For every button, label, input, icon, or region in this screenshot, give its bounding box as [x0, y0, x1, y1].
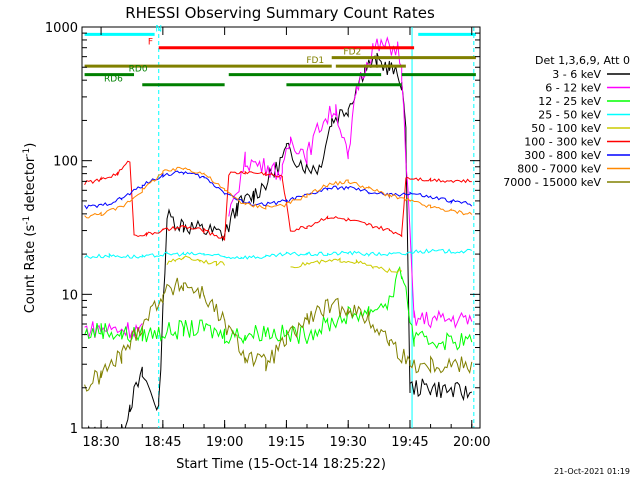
series-line-4: [84, 248, 472, 260]
y-tick-label: 1: [70, 422, 78, 437]
y-tick-label: 1000: [45, 21, 78, 36]
y-axis-label: Count Rate (s-1 detector-1): [22, 143, 38, 314]
flag-label-rd6: RD6: [104, 75, 123, 85]
footer-timestamp: 21-Oct-2021 01:19: [554, 467, 630, 476]
flag-label-rd0: RD0: [129, 65, 148, 75]
flag-label-f: F: [148, 38, 153, 48]
x-tick-label: 20:00: [453, 435, 490, 450]
series-line-6: [84, 160, 472, 241]
legend-entry-label: 100 - 300 keV: [524, 136, 601, 149]
legend-header: Det 1,3,6,9, Att 0: [535, 54, 630, 67]
series-line-3: [84, 266, 473, 351]
legend-entry-label: 7000 - 15000 keV: [503, 176, 601, 189]
x-axis-label: Start Time (15-Oct-14 18:25:22): [176, 457, 386, 472]
x-tick-label: 19:00: [206, 435, 243, 450]
series-line-8: [84, 166, 473, 219]
y-tick-label: 100: [53, 155, 78, 170]
legend-entry-label: 6 - 12 keV: [545, 82, 601, 95]
legend-entry-label: 800 - 7000 keV: [517, 163, 601, 176]
series-line-9: [84, 277, 473, 392]
series-line-2: [84, 36, 473, 339]
y-tick-label: 10: [61, 288, 78, 303]
flag-label-n: N: [155, 24, 162, 34]
flag-label-fd2: FD2: [343, 48, 361, 58]
legend-entry-label: 25 - 50 keV: [538, 109, 601, 122]
x-tick-label: 19:30: [329, 435, 366, 450]
legend-entry-label: 12 - 25 keV: [538, 95, 601, 108]
legend-entry-label: 300 - 800 keV: [524, 149, 601, 162]
chart-title: RHESSI Observing Summary Count Rates: [125, 4, 435, 22]
series-line-1: [87, 52, 472, 428]
x-tick-label: 18:45: [144, 435, 181, 450]
flag-label-fd1: FD1: [306, 56, 324, 66]
x-tick-label: 18:30: [82, 435, 119, 450]
legend-entry-label: 50 - 100 keV: [531, 122, 601, 135]
legend-entry-label: 3 - 6 keV: [552, 68, 601, 81]
plot-frame: [81, 26, 481, 429]
x-tick-label: 19:45: [391, 435, 428, 450]
x-tick-label: 19:15: [268, 435, 305, 450]
series-line-7: [84, 170, 473, 210]
series-line-5: [166, 255, 403, 273]
